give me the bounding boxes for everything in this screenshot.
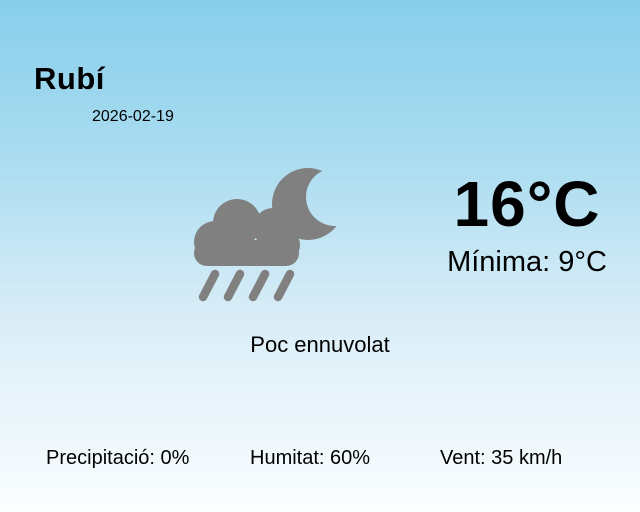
location-name: Rubí: [34, 61, 105, 96]
temperature-block: 16°C Mínima: 9°C: [407, 172, 640, 277]
date-label: 2026-02-19: [92, 108, 174, 125]
stat-humidity: Humitat: 60%: [250, 447, 371, 469]
min-temperature: Mínima: 9°C: [447, 246, 607, 278]
cloud-shape: [194, 199, 300, 266]
condition-label: Poc ennuvolat: [250, 332, 390, 357]
rain-drops-shape: [198, 269, 295, 302]
current-temperature: 16°C: [453, 168, 601, 240]
stat-wind: Vent: 35 km/h: [440, 447, 563, 469]
stat-precipitation: Precipitació: 0%: [46, 447, 190, 469]
cloud-moon-rain-icon: [194, 168, 344, 302]
stats-row: Precipitació: 0% Humitat: 60% Vent: 35 k…: [0, 447, 640, 473]
